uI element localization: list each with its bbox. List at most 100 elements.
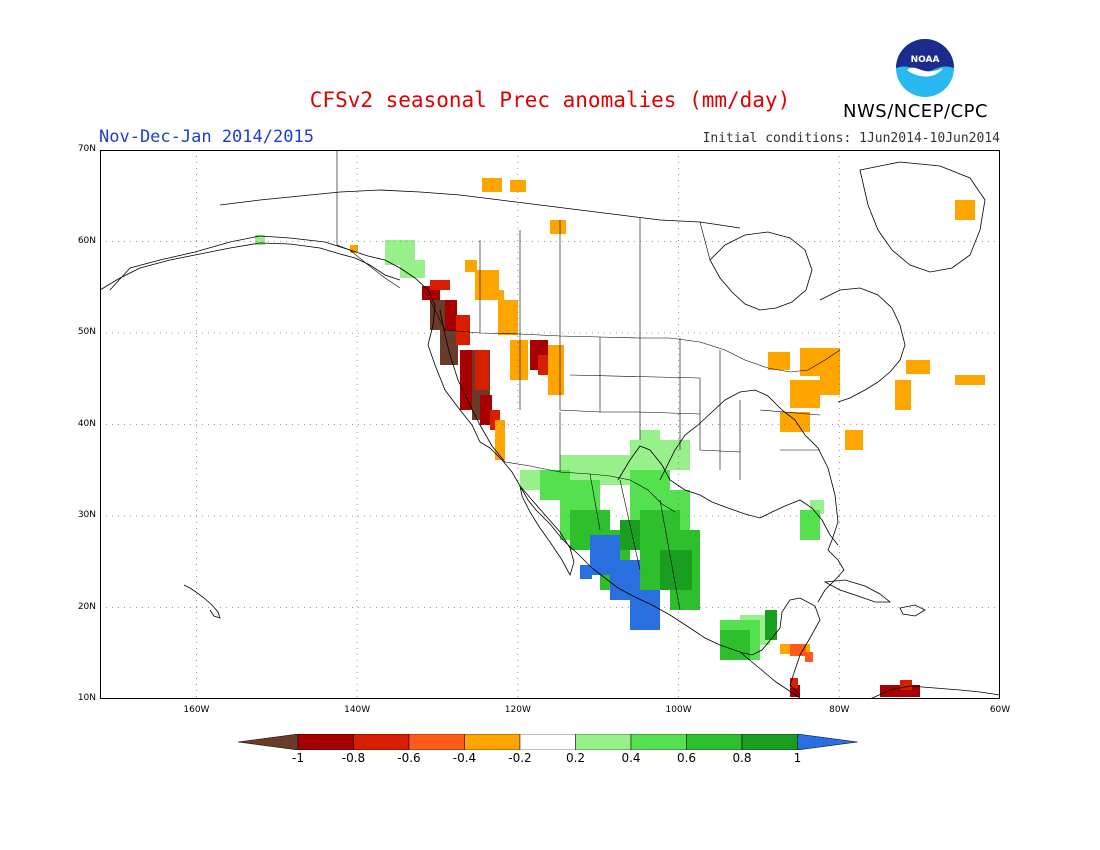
coastline-canada-arctic [219,189,741,229]
anomaly-cell [465,260,477,272]
colorbar-tick-label: -0.4 [452,751,477,765]
anomaly-cell [498,300,518,335]
logo-text: NOAA [911,55,940,65]
canada-province-lines [429,218,711,338]
anomaly-cell [350,245,358,253]
political-borders [336,150,841,611]
colorbar-min-arrow [238,734,299,750]
anomaly-cell [440,325,458,365]
colorbar-tick-label: -0.2 [508,751,532,765]
anomaly-cell [845,430,863,450]
colorbar-tick-label: -0.8 [341,751,366,765]
colorbar-swatch [297,734,354,750]
map-title: CFSv2 seasonal Prec anomalies (mm/day) [309,88,791,112]
anomaly-cell [640,430,660,450]
lat-label: 30N [77,510,96,520]
us-canada-border [444,329,841,373]
anomaly-cell [548,345,564,395]
lat-label: 70N [77,144,96,154]
anomaly-cell [520,470,540,490]
colorbar-swatch [353,734,410,750]
coastline-hispaniola [899,604,926,617]
us-state-lines [519,334,821,480]
anomaly-cell [538,355,548,375]
anomaly-cell [255,235,265,245]
mexico-state-lines [589,473,681,611]
anomaly-cell [480,395,492,425]
colorbar-tick-label: 0.8 [732,751,752,765]
lon-label: 140W [344,705,371,715]
alaska-canada-border [336,150,401,289]
coastline-north-america [109,235,821,696]
colorbar-tick-label: -0.6 [397,751,421,765]
anomaly-cell [620,520,640,550]
noaa-logo-icon: NOAA [896,39,954,97]
coastline-alaska [100,242,401,291]
colorbar-swatch [575,734,632,750]
anomaly-cell [900,680,912,690]
coastline-hudson-bay [709,231,813,311]
anomaly-cell [790,678,798,688]
anomaly-cell [955,200,975,220]
lat-label: 10N [77,693,96,703]
anomaly-cell [490,290,504,300]
anomaly-cell [720,630,750,660]
anomaly-cell [765,610,777,640]
anomaly-cell [445,300,457,330]
anomaly-cell [895,380,911,410]
anomaly-cell [510,340,528,380]
lon-label: 80W [829,705,850,715]
gridlines [100,150,1000,699]
initial-conditions: Initial conditions: 1Jun2014-10Jun2014 [702,131,1000,146]
coastline-baja [519,484,575,577]
anomaly-cell [495,420,505,460]
anomaly-cell [805,652,813,662]
anomaly-cell [550,220,566,234]
colorbar-swatch [630,734,687,750]
colorbar-swatch [408,734,465,750]
lat-label: 40N [77,418,96,429]
anomaly-cell [680,550,692,590]
colorbar-tick-label: 0.6 [676,751,697,765]
precip-anomaly-map [100,150,1000,699]
anomaly-cell [800,348,840,376]
agency-label: NWS/NCEP/CPC [843,101,989,122]
lat-label: 60N [77,235,96,246]
anomaly-cell [456,315,470,345]
coastline-labrador [819,287,906,403]
anomaly-cell [430,280,450,290]
coastlines [100,161,1000,699]
lon-label: 100W [665,705,692,715]
anomaly-cell [660,550,680,590]
coastline-east-north-america [659,389,845,603]
coastline-central-america [739,651,801,699]
lon-label: 60W [989,705,1011,715]
anomaly-cell [400,260,425,278]
anomaly-cell [630,590,660,630]
lat-label: 50N [77,327,96,337]
anomaly-cell [780,412,810,432]
colorbar-swatch [519,734,576,750]
colorbar-swatch [686,734,743,750]
coastline-hawaii [183,584,221,619]
colorbar-swatch [464,734,521,750]
coastline-south-america [869,685,1000,699]
lon-label: 120W [504,705,531,715]
anomaly-cell [955,375,985,385]
anomaly-cell [906,360,930,374]
forecast-period: Nov-Dec-Jan 2014/2015 [99,127,314,147]
colorbar [238,734,858,750]
anomaly-cells [255,178,985,697]
lon-label: 160W [183,705,210,715]
coastline-west-us [439,309,506,463]
lat-label: 20N [77,601,96,612]
anomaly-cell [580,565,592,579]
anomaly-cell [790,685,800,697]
colorbar-tick-label: -1 [292,751,304,765]
colorbar-max-arrow [797,734,858,750]
anomaly-cell [475,350,489,390]
anomaly-cell [768,352,790,370]
colorbar-tick-label: 0.2 [565,751,586,765]
anomaly-cell [482,178,502,192]
anomaly-cell [790,380,820,408]
